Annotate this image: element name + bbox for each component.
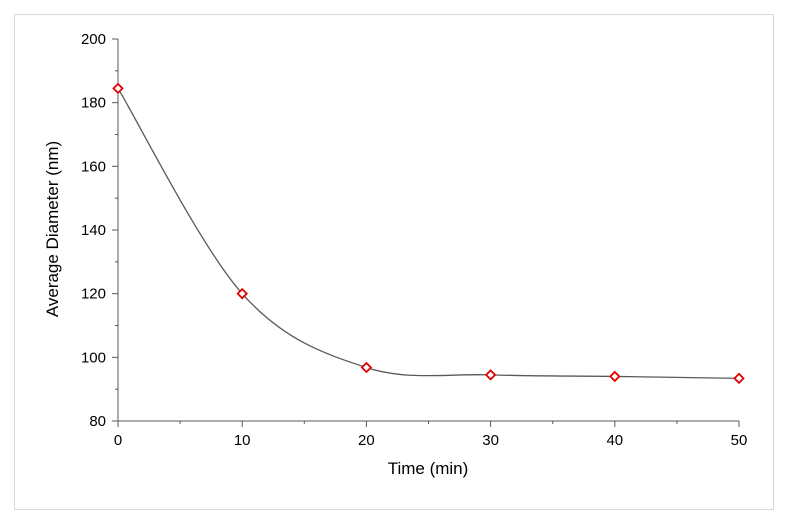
x-tick-label: 40 xyxy=(606,432,623,449)
data-point xyxy=(360,361,373,374)
x-tick-label: 30 xyxy=(482,432,499,449)
y-tick-label: 140 xyxy=(81,222,106,239)
x-tick-label: 0 xyxy=(114,432,122,449)
y-axis-title: Average Diameter (nm) xyxy=(43,141,62,317)
y-tick-label: 80 xyxy=(89,413,106,430)
y-tick-label: 180 xyxy=(81,95,106,112)
plot-area: 80 100 120 140 160 180 200 0 10 20 30 40 50 xyxy=(81,31,747,449)
data-point xyxy=(112,82,124,95)
data-point xyxy=(236,287,248,300)
x-tick-label: 10 xyxy=(234,432,251,449)
y-tick-label: 160 xyxy=(81,158,106,175)
data-point xyxy=(484,369,497,381)
y-tick-label: 120 xyxy=(81,286,106,303)
data-point xyxy=(733,372,745,385)
x-axis-title: Time (min) xyxy=(388,459,469,478)
data-point xyxy=(609,370,621,383)
y-tick-label: 200 xyxy=(81,31,106,48)
chart-frame xyxy=(14,14,774,510)
x-tick-label: 20 xyxy=(358,432,375,449)
x-tick-label: 50 xyxy=(731,432,748,449)
series-line xyxy=(117,88,740,379)
y-tick-label: 100 xyxy=(81,349,106,366)
